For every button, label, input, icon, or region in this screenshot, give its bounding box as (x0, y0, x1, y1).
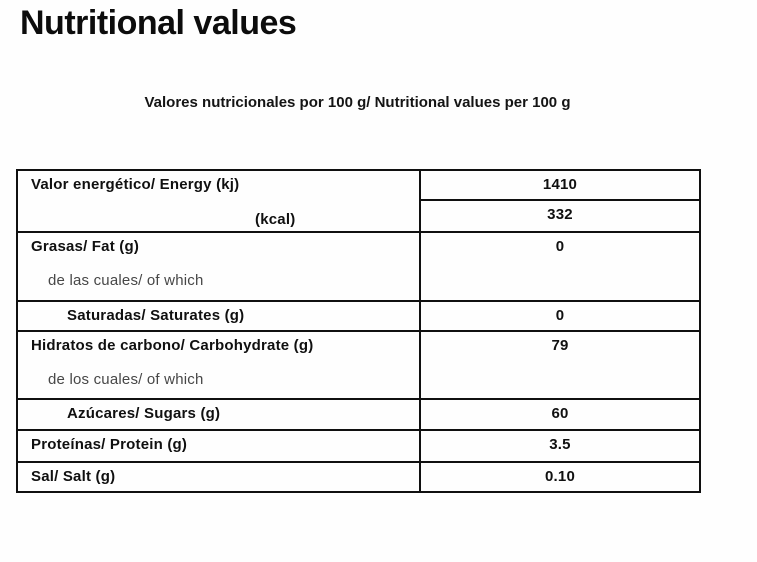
protein-label-cell: Proteínas/ Protein (g) (16, 429, 421, 463)
table-row-energy-kcal: 332 (17, 199, 701, 233)
fat-label: Grasas/ Fat (g) (31, 238, 140, 255)
fat-of-which-label: de las cuales/ of which (48, 272, 204, 289)
sugars-label: Azúcares/ Sugars (g) (67, 405, 221, 422)
salt-label: Sal/ Salt (g) (31, 468, 116, 485)
protein-label: Proteínas/ Protein (g) (31, 436, 188, 453)
saturates-value: 0 (419, 300, 701, 332)
table-row-fat: Grasas/ Fat (g) de las cuales/ of which … (16, 231, 701, 302)
table-row-energy-kj: Valor energético/ Energy (kj) (kcal) 141… (16, 169, 701, 233)
protein-value: 3.5 (419, 429, 701, 463)
table-row-salt: Sal/ Salt (g) 0.10 (16, 461, 701, 493)
page-title: Nutritional values (20, 4, 297, 42)
salt-label-cell: Sal/ Salt (g) (16, 461, 421, 493)
energy-label-cell: Valor energético/ Energy (kj) (kcal) (16, 169, 421, 233)
saturates-label-cell: Saturadas/ Saturates (g) (16, 300, 421, 332)
sugars-value: 60 (419, 398, 701, 431)
carbohydrate-label-cell: Hidratos de carbono/ Carbohydrate (g) de… (16, 330, 421, 400)
carbohydrate-label: Hidratos de carbono/ Carbohydrate (g) (31, 337, 314, 354)
energy-kj-label: Valor energético/ Energy (kj) (31, 176, 240, 193)
carbohydrate-value: 79 (419, 330, 701, 400)
table-row-carbohydrate: Hidratos de carbono/ Carbohydrate (g) de… (16, 330, 701, 400)
table-row-sugars: Azúcares/ Sugars (g) 60 (16, 398, 701, 431)
fat-label-cell: Grasas/ Fat (g) de las cuales/ of which (16, 231, 421, 302)
energy-kj-value: 1410 (419, 169, 701, 201)
salt-value: 0.10 (419, 461, 701, 493)
table-caption: Valores nutricionales por 100 g/ Nutriti… (144, 94, 571, 111)
carbohydrate-of-which-label: de los cuales/ of which (48, 371, 204, 388)
table-row-saturates: Saturadas/ Saturates (g) 0 (16, 300, 701, 332)
fat-value: 0 (419, 231, 701, 302)
nutrition-table: Valor energético/ Energy (kj) (kcal) 141… (16, 169, 701, 493)
energy-kcal-value: 332 (419, 199, 701, 233)
sugars-label-cell: Azúcares/ Sugars (g) (16, 398, 421, 431)
saturates-label: Saturadas/ Saturates (g) (67, 307, 245, 324)
energy-kcal-label: (kcal) (255, 211, 296, 228)
table-row-protein: Proteínas/ Protein (g) 3.5 (16, 429, 701, 463)
